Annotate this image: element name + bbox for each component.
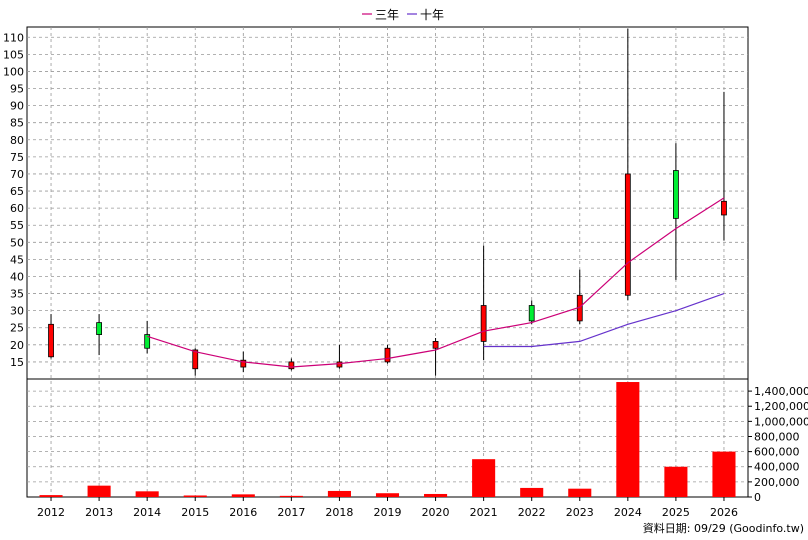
volume-tick-label: 1,000,000 [754, 415, 808, 428]
legend-label-ten-year: 十年 [420, 8, 444, 22]
year-tick-label: 2015 [181, 506, 209, 519]
candle-body [144, 334, 151, 349]
candle-body [48, 323, 54, 358]
moving-average-lines [147, 197, 725, 368]
candle-body [432, 341, 439, 349]
volume-tick-label: 0 [754, 491, 761, 504]
price-tick-label: 75 [10, 151, 24, 164]
price-tick-label: 45 [10, 253, 24, 266]
volume-tick-label: 600,000 [754, 446, 800, 459]
year-tick-label: 2013 [85, 506, 113, 519]
volume-tick-label: 400,000 [754, 461, 800, 474]
volume-bar [135, 491, 159, 497]
volume-bar [616, 382, 640, 497]
year-tick-label: 2022 [518, 506, 546, 519]
grid-layer [26, 26, 749, 498]
year-tick-label: 2019 [374, 506, 402, 519]
price-tick-label: 35 [10, 288, 24, 301]
three-year-line [147, 197, 725, 368]
price-tick-label: 85 [10, 117, 24, 130]
price-tick-label: 65 [10, 185, 24, 198]
price-tick-label: 40 [10, 270, 24, 283]
volume-bar [231, 494, 255, 497]
candle-body [721, 200, 727, 216]
year-tick-label: 2023 [566, 506, 594, 519]
candle-body [384, 347, 391, 363]
candle-body [528, 305, 535, 322]
price-tick-label: 95 [10, 83, 24, 96]
volume-bar [327, 490, 351, 497]
axes: 1520253035404550556065707580859095100105… [3, 31, 808, 519]
volume-bar [424, 493, 448, 497]
volume-tick-label: 1,400,000 [754, 385, 808, 398]
candle-body [480, 305, 487, 342]
candle-body [336, 361, 343, 368]
price-tick-label: 105 [3, 48, 24, 61]
ten-year-line [483, 293, 725, 348]
price-tick-label: 110 [3, 31, 24, 44]
volume-tick-label: 200,000 [754, 476, 800, 489]
candlesticks [48, 28, 727, 376]
year-tick-label: 2024 [614, 506, 642, 519]
price-tick-label: 55 [10, 219, 24, 232]
year-tick-label: 2017 [277, 506, 305, 519]
year-tick-label: 2020 [422, 506, 450, 519]
legend-label-three-year: 三年 [375, 8, 399, 22]
volume-bar [568, 488, 592, 497]
year-tick-label: 2018 [325, 506, 353, 519]
legend: 三年 十年 [362, 8, 444, 22]
candle-body [96, 322, 102, 335]
price-tick-label: 20 [10, 339, 24, 352]
candle-body [240, 359, 247, 368]
volume-bar [375, 493, 400, 497]
year-tick-label: 2014 [133, 506, 161, 519]
year-tick-label: 2021 [470, 506, 498, 519]
year-tick-label: 2025 [662, 506, 690, 519]
data-date-footer: 資料日期: 09/29 (Goodinfo.tw) [643, 521, 804, 535]
year-tick-label: 2012 [37, 506, 65, 519]
candle-body [673, 170, 679, 219]
volume-bar [664, 466, 688, 497]
candle-body [288, 361, 295, 370]
volume-bars [39, 382, 736, 497]
year-tick-label: 2016 [229, 506, 257, 519]
volume-tick-label: 1,200,000 [754, 400, 808, 413]
price-tick-label: 80 [10, 134, 24, 147]
price-tick-label: 15 [10, 356, 24, 369]
volume-tick-label: 800,000 [754, 430, 800, 443]
volume-bar [39, 495, 63, 497]
volume-bar [279, 495, 303, 497]
volume-bar [712, 451, 736, 497]
candle-body [192, 349, 199, 370]
volume-bar [87, 485, 111, 497]
volume-bar [472, 459, 496, 497]
price-tick-label: 30 [10, 305, 24, 318]
price-tick-label: 90 [10, 100, 24, 113]
price-tick-label: 50 [10, 236, 24, 249]
price-tick-label: 70 [10, 168, 24, 181]
candle-body [624, 173, 631, 296]
volume-bar [183, 495, 207, 497]
price-tick-label: 100 [3, 65, 24, 78]
price-tick-label: 25 [10, 322, 24, 335]
price-tick-label: 60 [10, 202, 24, 215]
year-tick-label: 2026 [710, 506, 738, 519]
volume-bar [520, 487, 544, 497]
